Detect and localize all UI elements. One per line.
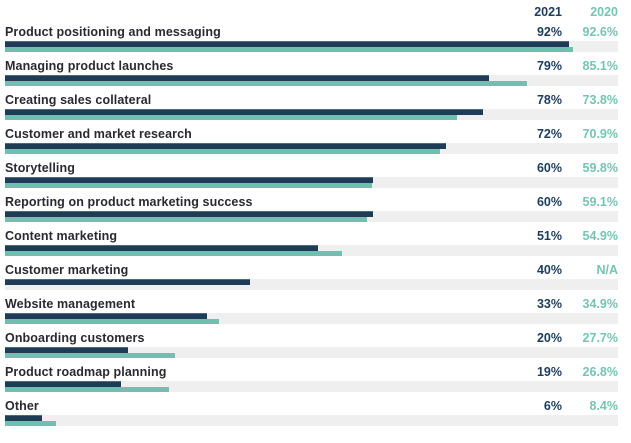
bar-2021 <box>5 177 373 183</box>
bar-2020 <box>5 319 219 324</box>
category-label: Onboarding customers <box>5 331 145 345</box>
chart-row: Managing product launches 79% 85.1% <box>5 59 618 86</box>
value-2021: 40% <box>536 263 562 277</box>
chart-row: Onboarding customers 20% 27.7% <box>5 331 618 358</box>
value-2020: 34.9% <box>582 297 618 311</box>
chart-row: Reporting on product marketing success 6… <box>5 195 618 222</box>
bar-track <box>5 347 618 358</box>
category-label: Reporting on product marketing success <box>5 195 253 209</box>
category-label: Creating sales collateral <box>5 93 152 107</box>
category-label: Content marketing <box>5 229 118 243</box>
bar-track <box>5 415 618 426</box>
value-2020: 59.8% <box>582 161 618 175</box>
bar-2020 <box>5 353 175 358</box>
value-2021: 60% <box>536 161 562 175</box>
bar-2020 <box>5 115 458 120</box>
bar-2021 <box>5 347 128 353</box>
category-label: Customer marketing <box>5 263 129 277</box>
bar-track <box>5 313 618 324</box>
bar-track <box>5 381 618 392</box>
bar-track <box>5 41 618 52</box>
value-2020: 59.1% <box>582 195 618 209</box>
chart-row: Creating sales collateral 78% 73.8% <box>5 93 618 120</box>
category-label: Product positioning and messaging <box>5 25 221 39</box>
value-2021: 60% <box>536 195 562 209</box>
bar-track <box>5 279 618 290</box>
bar-track <box>5 75 618 86</box>
chart-rows: Product positioning and messaging 92% 92… <box>5 25 618 426</box>
bar-2021 <box>5 75 490 81</box>
chart-row: Customer marketing 40% N/A <box>5 263 618 290</box>
chart-row: Website management 33% 34.9% <box>5 297 618 324</box>
chart-row: Product positioning and messaging 92% 92… <box>5 25 618 52</box>
value-2020: 26.8% <box>582 365 618 379</box>
bar-track <box>5 177 618 188</box>
category-label: Other <box>5 399 39 413</box>
bar-track <box>5 211 618 222</box>
bar-2020 <box>5 183 372 188</box>
value-2021: 79% <box>536 59 562 73</box>
chart-row: Product roadmap planning 19% 26.8% <box>5 365 618 392</box>
value-2020: 70.9% <box>582 127 618 141</box>
bar-2020 <box>5 149 440 154</box>
bar-2021 <box>5 245 318 251</box>
bar-2020 <box>5 47 573 52</box>
chart-row: Content marketing 51% 54.9% <box>5 229 618 256</box>
value-2021: 78% <box>536 93 562 107</box>
column-headers: 2021 2020 <box>5 5 618 19</box>
bar-track <box>5 143 618 154</box>
category-label: Managing product launches <box>5 59 174 73</box>
chart-row: Storytelling 60% 59.8% <box>5 161 618 188</box>
bar-track <box>5 245 618 256</box>
value-2020: 85.1% <box>582 59 618 73</box>
bar-2020 <box>5 421 57 426</box>
column-header-2021: 2021 <box>534 5 562 19</box>
value-2020: N/A <box>596 263 618 277</box>
bar-2021 <box>5 143 447 149</box>
category-label: Storytelling <box>5 161 75 175</box>
value-2021: 51% <box>536 229 562 243</box>
value-2020: 8.4% <box>589 399 619 413</box>
value-2021: 20% <box>536 331 562 345</box>
column-header-2020: 2020 <box>590 5 618 19</box>
chart-row: Customer and market research 72% 70.9% <box>5 127 618 154</box>
value-2021: 92% <box>536 25 562 39</box>
value-2020: 73.8% <box>582 93 618 107</box>
category-label: Website management <box>5 297 136 311</box>
bar-2021 <box>5 279 251 285</box>
value-2021: 72% <box>536 127 562 141</box>
bar-track <box>5 109 618 120</box>
bar-2020 <box>5 217 368 222</box>
bar-2020 <box>5 251 342 256</box>
bar-2021 <box>5 313 208 319</box>
category-label: Customer and market research <box>5 127 192 141</box>
bar-2021 <box>5 415 42 421</box>
value-2021: 6% <box>543 399 562 413</box>
category-label: Product roadmap planning <box>5 365 167 379</box>
value-2020: 54.9% <box>582 229 618 243</box>
value-2021: 33% <box>536 297 562 311</box>
bar-2020 <box>5 81 527 86</box>
value-2021: 19% <box>536 365 562 379</box>
value-2020: 92.6% <box>582 25 618 39</box>
bar-2021 <box>5 211 373 217</box>
value-2020: 27.7% <box>582 331 618 345</box>
bar-2021 <box>5 109 484 115</box>
bar-2021 <box>5 381 122 387</box>
bar-2021 <box>5 41 569 47</box>
chart-row: Other 6% 8.4% <box>5 399 618 426</box>
bar-2020 <box>5 387 170 392</box>
